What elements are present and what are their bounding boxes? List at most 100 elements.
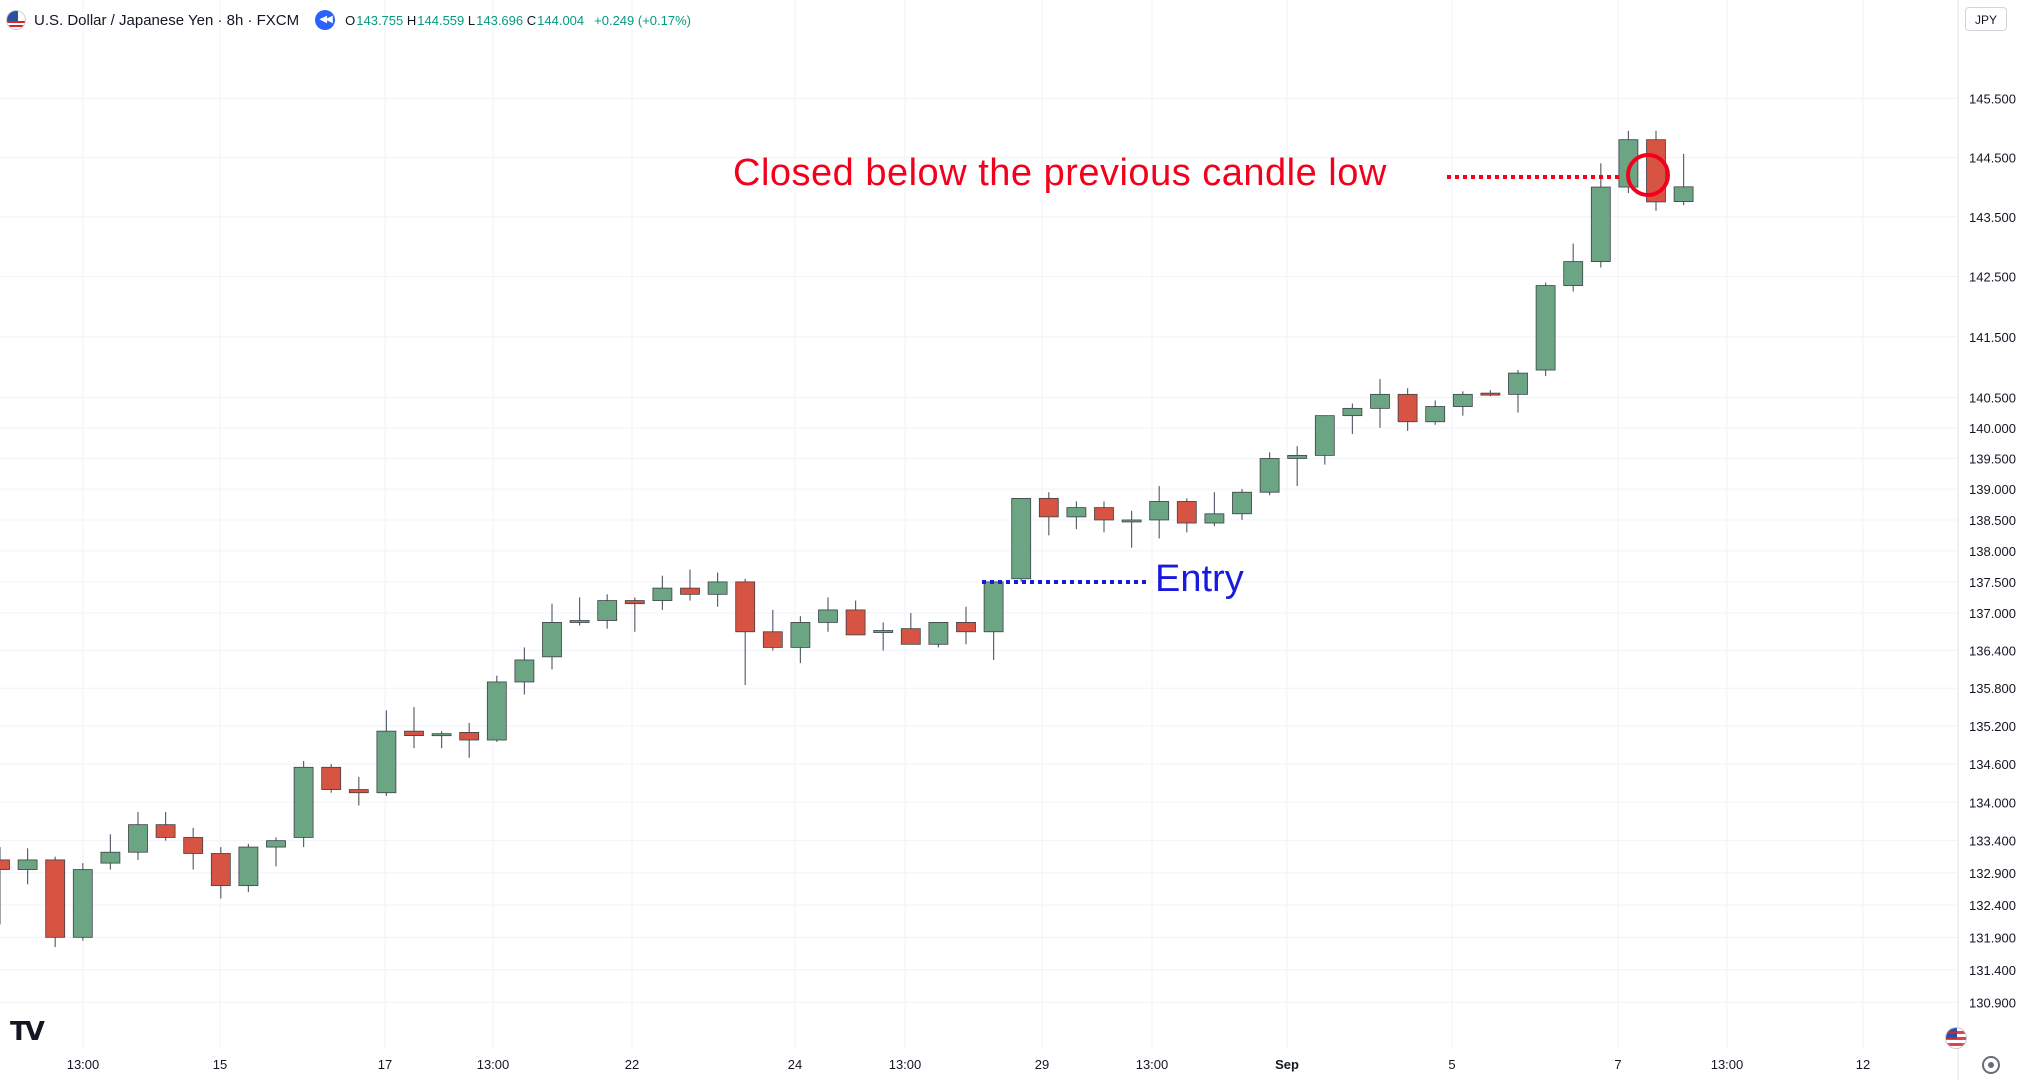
candle [956, 606, 976, 645]
candle [1535, 282, 1556, 377]
candle-body-up [1287, 454, 1308, 459]
candle [459, 722, 480, 758]
candle [1342, 403, 1363, 434]
rewind-icon[interactable]: ◀◀ [315, 10, 336, 30]
candle [1452, 391, 1473, 416]
candle-body-up [983, 581, 1004, 633]
candle-body-down [45, 859, 66, 938]
x-tick-label: 29 [1035, 1057, 1049, 1072]
candle-body-up [873, 630, 894, 633]
candle [1397, 388, 1418, 431]
candle [155, 811, 176, 841]
candle [1508, 370, 1528, 413]
candle-body-up [293, 766, 314, 838]
y-tick-label: 130.900 [1969, 995, 2016, 1010]
candle [431, 731, 452, 749]
candle-body-down [900, 628, 921, 645]
candle [514, 647, 535, 695]
candle [1314, 415, 1335, 465]
x-tick-label: 13:00 [477, 1057, 510, 1072]
x-tick-label: Sep [1275, 1057, 1299, 1072]
candle [1646, 130, 1666, 211]
candle-body-up [431, 733, 452, 737]
price-axis[interactable]: 145.500 144.500 143.500 142.500 141.500 140.5… [1969, 91, 2016, 1010]
x-tick-label: 12 [1856, 1057, 1870, 1072]
candle [486, 675, 507, 742]
candle-body-up [1370, 393, 1390, 409]
candle-body-up [1232, 491, 1252, 515]
ohlc-high: 144.559 [417, 12, 465, 28]
candle-body-down [210, 853, 231, 887]
candle-body-up [652, 587, 673, 601]
candle-body-up [1425, 406, 1446, 423]
candle [900, 613, 921, 645]
red-circle-marker [1626, 153, 1670, 197]
candle-body-up [1011, 497, 1032, 580]
candle-body-down [1480, 392, 1501, 396]
us-flag-icon[interactable] [1945, 1027, 1967, 1049]
candle [266, 837, 286, 867]
y-tick-label: 138.000 [1969, 544, 2016, 559]
candle [1232, 489, 1252, 520]
candle-body-up [1204, 513, 1225, 524]
candle [210, 847, 231, 899]
candle-body-up [486, 681, 507, 741]
candle-body-up [928, 621, 949, 645]
currency-button[interactable]: JPY [1965, 7, 2007, 31]
candle [652, 575, 673, 610]
y-tick-label: 137.000 [1969, 606, 2016, 621]
candle [790, 616, 811, 664]
candle-body-down [183, 837, 204, 854]
symbol-legend: U.S. Dollar / Japanese Yen · 8h · FXCM ◀… [6, 9, 691, 31]
ohlc-values: O143.755 H144.559 L143.696 C144.004 [345, 12, 585, 28]
candle-body-down [680, 587, 700, 595]
x-tick-label: 24 [788, 1057, 802, 1072]
candle-body-up [1259, 458, 1280, 493]
candle-body-up [790, 621, 811, 648]
candle [680, 569, 700, 601]
symbol-title[interactable]: U.S. Dollar / Japanese Yen · 8h · FXCM [34, 11, 300, 29]
candle-body-down [321, 766, 342, 790]
y-tick-label: 141.500 [1969, 330, 2016, 345]
y-tick-label: 131.900 [1969, 930, 2016, 945]
chart-grid [0, 0, 1958, 1048]
candle-body-up [1563, 261, 1584, 286]
y-tick-label: 136.400 [1969, 644, 2016, 659]
candle [735, 578, 756, 686]
x-tick-label: 13:00 [1711, 1057, 1744, 1072]
candle-body-down [459, 732, 480, 741]
y-tick-label: 144.500 [1969, 150, 2016, 165]
candle [1425, 400, 1446, 425]
candle-body-down [1094, 507, 1114, 521]
tradingview-logo-icon[interactable]: TV [10, 1017, 45, 1047]
candle-body-up [1342, 407, 1363, 417]
candle-body-up [1673, 186, 1694, 203]
candle-body-up [707, 581, 728, 595]
candle-body-up [1314, 415, 1335, 456]
candle-body-down [348, 789, 369, 794]
candle [183, 827, 204, 870]
x-tick-label: 13:00 [889, 1057, 922, 1072]
y-tick-label: 131.400 [1969, 963, 2016, 978]
candle [1038, 492, 1059, 536]
x-tick-label: 13:00 [67, 1057, 100, 1072]
ohlc-low: 143.696 [476, 12, 524, 28]
candle [293, 760, 314, 848]
candles [0, 130, 1694, 948]
time-axis[interactable]: 13:00 15 17 13:00 22 24 13:00 29 13:00 Sep 5 7 13:00… [67, 1057, 1871, 1072]
candle [1590, 163, 1611, 268]
ohlc-close: 144.004 [537, 12, 585, 28]
candle-body-down [735, 581, 756, 633]
y-tick-label: 132.900 [1969, 866, 2016, 881]
y-tick-label: 139.000 [1969, 482, 2016, 497]
settings-gear-icon[interactable] [1982, 1056, 2000, 1074]
candle [983, 581, 1004, 660]
candle [1149, 486, 1170, 539]
candle-body-up [1149, 501, 1170, 521]
candle [624, 597, 645, 632]
candle-body-down [762, 631, 783, 648]
candle-body-down [845, 609, 866, 636]
candle [1287, 446, 1308, 487]
candle-body-up [1618, 139, 1639, 188]
